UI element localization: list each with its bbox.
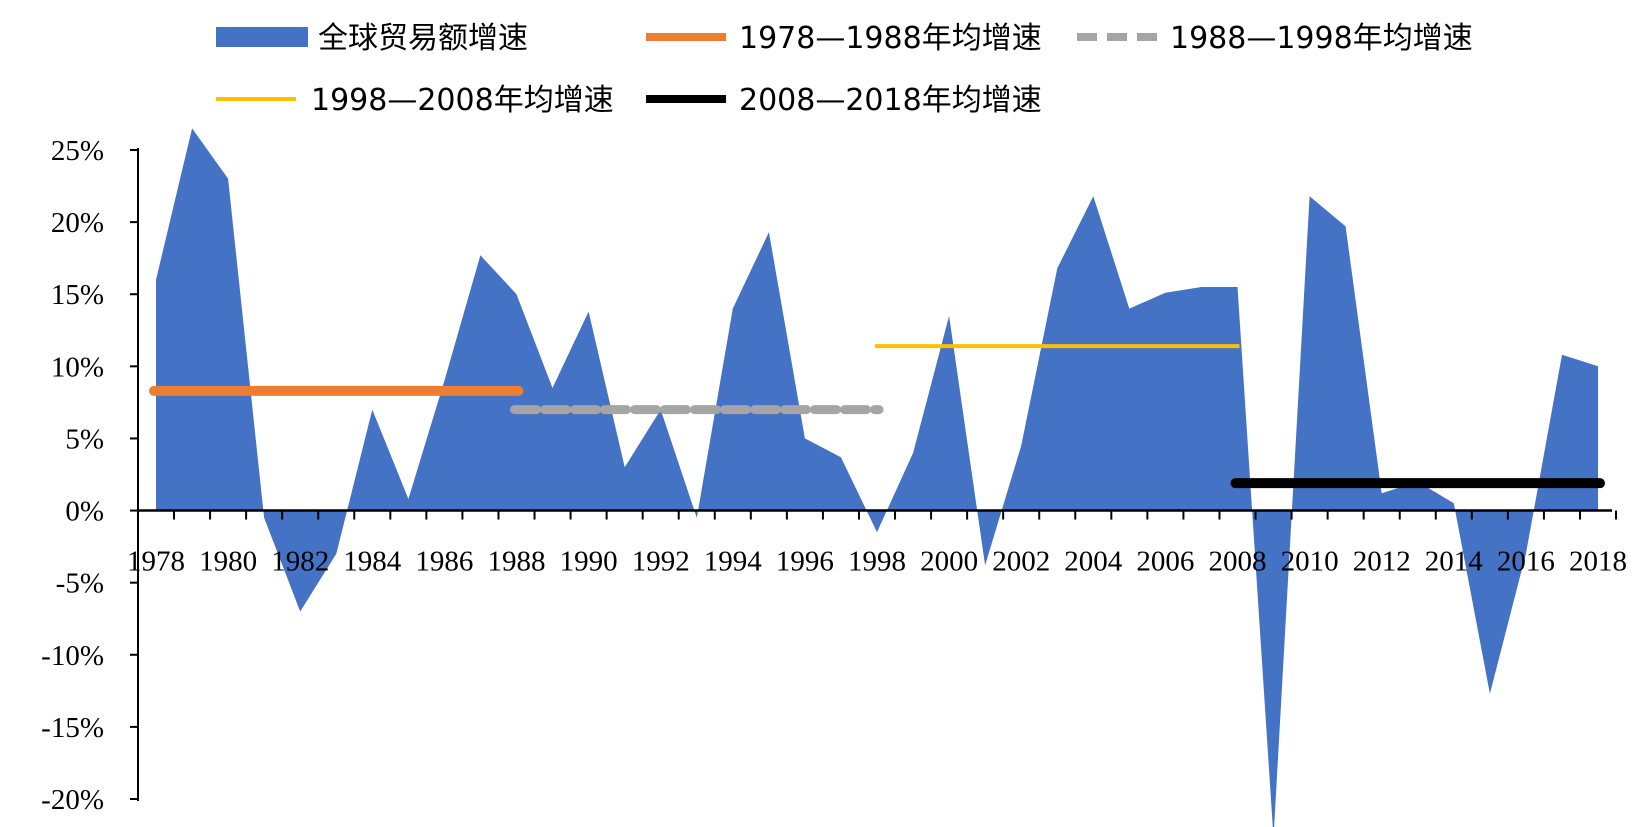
x-tick-label: 1980 xyxy=(199,546,257,578)
legend-item-3: 1998—2008年均增速 xyxy=(216,83,614,118)
x-tick-label: 2006 xyxy=(1136,546,1194,578)
x-tick-label: 2014 xyxy=(1425,546,1484,578)
x-tick-label: 1994 xyxy=(704,546,763,578)
x-tick-label: 2018 xyxy=(1569,546,1627,578)
series-area-global-trade-growth xyxy=(156,128,1598,827)
legend-item-1: 1978—1988年均增速 xyxy=(646,21,1042,56)
y-tick-label: 5% xyxy=(65,423,104,455)
legend-item-4: 2008—2018年均增速 xyxy=(646,83,1042,118)
y-tick-label: 10% xyxy=(51,351,104,383)
y-tick-label: -10% xyxy=(41,640,104,672)
x-tick-label: 2016 xyxy=(1497,546,1555,578)
axes: 25% 20% 15% 10% 5% 0% -5% -10% -15% -20% 1978 1980 1… xyxy=(41,135,1627,816)
legend-item-2: 1988—1998年均增速 xyxy=(1077,21,1473,56)
legend-swatch xyxy=(216,27,308,47)
x-tick-label: 1978 xyxy=(127,546,185,578)
legend: 全球贸易额增速 1978—1988年均增速 1988—1998年均增速 1998—20… xyxy=(216,21,1473,118)
legend-label: 2008—2018年均增速 xyxy=(739,83,1042,118)
y-tick-label: 0% xyxy=(65,496,104,528)
x-tick-label: 1998 xyxy=(848,546,906,578)
y-tick-label: -5% xyxy=(56,568,104,600)
y-tick-label: -20% xyxy=(41,784,104,816)
x-tick-label: 1996 xyxy=(776,546,834,578)
y-tick-label: 25% xyxy=(51,135,104,167)
x-tick-label: 2002 xyxy=(992,546,1050,578)
x-tick-label: 1988 xyxy=(488,546,546,578)
x-tick-label: 2004 xyxy=(1064,546,1123,578)
x-tick-label: 1986 xyxy=(415,546,473,578)
legend-label: 全球贸易额增速 xyxy=(318,21,528,56)
y-tick-label: 15% xyxy=(51,279,104,311)
x-tick-label: 1984 xyxy=(343,546,402,578)
x-tick-label: 2010 xyxy=(1281,546,1339,578)
x-tick-label: 2012 xyxy=(1353,546,1411,578)
y-tick-label: 20% xyxy=(51,207,104,239)
legend-label: 1998—2008年均增速 xyxy=(311,83,614,118)
x-tick-label: 1992 xyxy=(632,546,690,578)
y-tick-label: -15% xyxy=(41,712,104,744)
plot-area xyxy=(149,128,1605,827)
x-tick-label: 1990 xyxy=(560,546,618,578)
legend-label: 1978—1988年均增速 xyxy=(739,21,1042,56)
legend-label: 1988—1998年均增速 xyxy=(1170,21,1473,56)
x-tick-label: 2000 xyxy=(920,546,978,578)
x-tick-label: 2008 xyxy=(1209,546,1267,578)
legend-item-0: 全球贸易额增速 xyxy=(216,21,528,56)
x-tick-label: 1982 xyxy=(271,546,329,578)
